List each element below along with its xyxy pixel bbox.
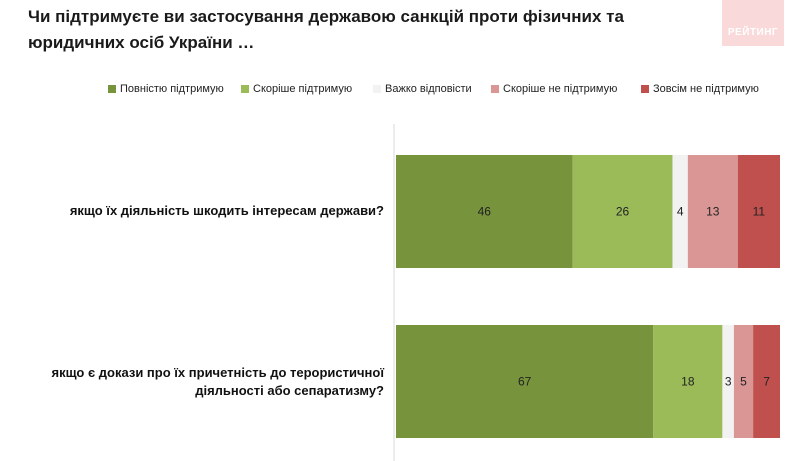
chart-title: Чи підтримуєте ви застосування державою …: [28, 7, 624, 52]
bar-segment: [653, 325, 723, 438]
bar-segment: [722, 325, 734, 438]
data-label: 18: [681, 375, 695, 389]
category-label-2: якщо є докази про їх причетність до теро…: [51, 365, 384, 398]
chart-legend: Повністю підтримую Скоріше підтримую Важ…: [0, 83, 800, 99]
rating-logo: РЕЙТИНГ: [722, 0, 784, 46]
legend-label: Скоріше не підтримую: [503, 83, 618, 95]
legend-swatch: [108, 85, 116, 93]
legend-swatch: [373, 85, 381, 93]
bar-segment: [672, 155, 688, 268]
legend-item-rather-not-support: Скоріше не підтримую: [491, 83, 617, 95]
bar-segment: [753, 325, 780, 438]
bar-segment: [733, 325, 754, 438]
bar-segment: [396, 155, 573, 268]
bar-segment: [737, 155, 780, 268]
data-label: 67: [518, 375, 532, 389]
legend-label: Скоріше підтримую: [253, 83, 353, 95]
data-label: 7: [763, 375, 770, 389]
legend-item-rather-support: Скоріше підтримую: [241, 83, 352, 95]
category-label-1: якщо їх діяльність шкодить інтересам дер…: [69, 203, 384, 218]
data-label: 4: [677, 205, 684, 219]
data-label: 13: [706, 205, 720, 219]
legend-item-hard-to-say: Важко відповісти: [373, 83, 472, 95]
legend-swatch: [641, 85, 649, 93]
legend-swatch: [491, 85, 499, 93]
data-label: 5: [740, 375, 747, 389]
bar-segment: [572, 155, 673, 268]
legend-swatch: [241, 85, 249, 93]
data-label: 11: [753, 205, 766, 219]
legend-label: Важко відповісти: [385, 83, 472, 95]
logo-text: РЕЙТИНГ: [727, 27, 779, 38]
data-label: 26: [616, 205, 630, 219]
legend-label: Повністю підтримую: [120, 83, 224, 95]
data-label: 46: [478, 205, 492, 219]
bar-segment: [396, 325, 654, 438]
legend-item-not-support-at-all: Зовсім не підтримую: [641, 83, 759, 95]
legend-item-fully-support: Повністю підтримую: [108, 83, 224, 95]
bar-segment: [687, 155, 738, 268]
data-label: 3: [725, 375, 732, 389]
legend-label: Зовсім не підтримую: [653, 83, 759, 95]
